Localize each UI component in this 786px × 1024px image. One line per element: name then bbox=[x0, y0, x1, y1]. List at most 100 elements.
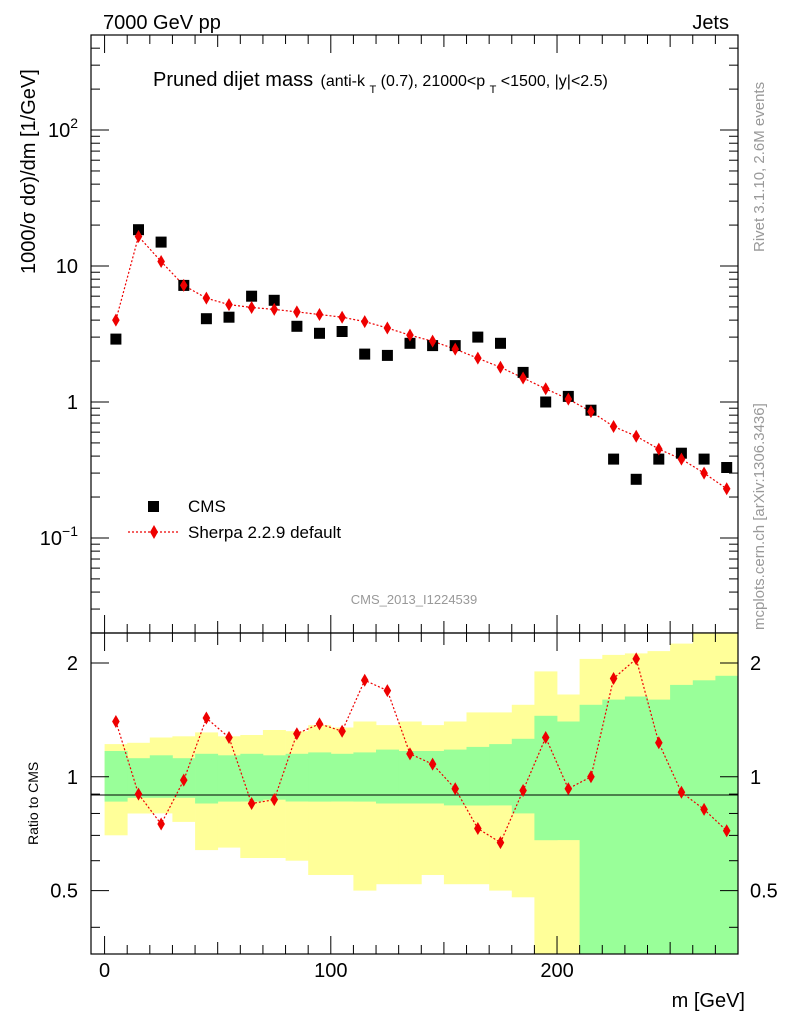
ratio-band-inner bbox=[330, 753, 354, 802]
main-y-tick-label: 10−1 bbox=[40, 523, 78, 550]
sherpa-point bbox=[496, 360, 505, 374]
source-label: mcplots.cern.ch [arXiv:1306.3436] bbox=[751, 403, 768, 630]
ratio-sherpa-point bbox=[519, 783, 527, 797]
sherpa-point bbox=[134, 229, 143, 243]
cms-point bbox=[133, 224, 144, 236]
ratio-sherpa-point bbox=[587, 770, 595, 784]
ratio-sherpa-point bbox=[134, 787, 143, 801]
sherpa-point bbox=[157, 254, 165, 268]
main-y-tick-exp: 2 bbox=[70, 115, 78, 131]
ratio-band-inner bbox=[421, 751, 445, 804]
ratio-sherpa-point bbox=[293, 727, 301, 741]
cms-point bbox=[608, 453, 620, 465]
ratio-sherpa-point bbox=[225, 731, 233, 745]
title-sub-2: (0.7), 21000<p bbox=[381, 73, 486, 90]
sherpa-point bbox=[338, 310, 346, 324]
ratio-band-inner bbox=[534, 715, 558, 841]
ratio-band-inner bbox=[376, 749, 399, 804]
sherpa-point bbox=[202, 291, 211, 305]
main-y-tick-label: 10 bbox=[56, 256, 78, 278]
cms-point bbox=[268, 294, 280, 306]
ratio-band-inner bbox=[262, 755, 286, 800]
cms-point bbox=[630, 473, 642, 485]
sherpa-point bbox=[519, 371, 527, 385]
ratio-band-inner bbox=[692, 680, 716, 954]
ratio-sherpa-point bbox=[474, 821, 482, 835]
cms-point bbox=[336, 326, 348, 337]
title-sub-3: <1500, |y|<2.5) bbox=[501, 73, 608, 90]
ratio-y-tick-label-left: 2 bbox=[67, 653, 78, 675]
ratio-sherpa-point bbox=[270, 793, 279, 807]
main-y-axis-label: 1000/σ dσ)/dm [1/GeV] bbox=[18, 69, 40, 274]
sherpa-point bbox=[293, 305, 301, 319]
ratio-sherpa-point bbox=[112, 715, 120, 729]
cms-point bbox=[314, 327, 325, 339]
ratio-frame bbox=[90, 632, 739, 955]
sherpa-point bbox=[247, 301, 256, 315]
ratio-sherpa-point bbox=[179, 773, 188, 787]
cms-point bbox=[155, 236, 167, 248]
legend-sherpa-label: Sherpa 2.2.9 default bbox=[188, 523, 341, 542]
main-y-tick-base: 10 bbox=[48, 120, 70, 142]
cms-point bbox=[381, 349, 393, 361]
cms-point bbox=[698, 453, 710, 465]
sherpa-point bbox=[609, 420, 618, 434]
header-energy: 7000 GeV pp bbox=[103, 12, 221, 34]
title-sub-1: (anti-k bbox=[321, 73, 366, 90]
ratio-y-tick-label-right: 1 bbox=[750, 767, 761, 789]
ratio-sherpa-point bbox=[406, 747, 414, 761]
cms-point bbox=[359, 348, 371, 360]
ratio-sherpa-point bbox=[428, 757, 437, 771]
sherpa-point bbox=[722, 482, 731, 496]
sherpa-point bbox=[315, 307, 324, 321]
cms-point bbox=[246, 290, 258, 302]
title-sub-t1: T bbox=[369, 84, 376, 96]
ratio-band-inner bbox=[127, 758, 151, 798]
ratio-band-inner bbox=[104, 751, 128, 802]
ratio-sherpa-point bbox=[157, 817, 165, 831]
sherpa-point bbox=[541, 382, 550, 396]
ratio-y-tick-label-right: 2 bbox=[750, 653, 761, 675]
main-y-tick-label: 1 bbox=[67, 392, 78, 414]
sherpa-line bbox=[115, 235, 728, 490]
legend-cms-marker bbox=[148, 501, 159, 512]
x-tick-label: 200 bbox=[540, 960, 573, 982]
ratio-band-inner bbox=[511, 738, 535, 814]
ratio-band-inner bbox=[240, 753, 264, 802]
sherpa-point bbox=[677, 452, 686, 466]
plot-title: Pruned dijet mass (anti-k T (0.7), 21000… bbox=[153, 69, 608, 97]
ratio-y-tick-label-left: 1 bbox=[67, 767, 78, 789]
sherpa-point bbox=[451, 342, 460, 356]
ratio-sherpa-point bbox=[564, 782, 573, 796]
ratio-band-outer bbox=[376, 725, 399, 885]
ratio-band-inner bbox=[285, 753, 309, 802]
ratio-sherpa-point bbox=[655, 736, 663, 750]
sherpa-point bbox=[655, 442, 663, 456]
legend-cms-label: CMS bbox=[188, 497, 226, 516]
x-tick-label: 0 bbox=[99, 960, 110, 982]
ratio-y-axis-label: Ratio to CMS bbox=[25, 762, 41, 845]
ratio-y-tick-label-left: 0.5 bbox=[50, 881, 78, 903]
ratio-sherpa-point bbox=[202, 711, 211, 725]
sherpa-point bbox=[632, 429, 640, 443]
sherpa-point bbox=[383, 321, 392, 335]
ratio-sherpa-point bbox=[677, 785, 686, 799]
ratio-band-inner bbox=[715, 675, 739, 954]
ratio-sherpa-point bbox=[451, 782, 460, 796]
ratio-sherpa-point bbox=[247, 796, 256, 810]
ratio-sherpa-point bbox=[722, 824, 731, 838]
sherpa-point bbox=[406, 328, 414, 342]
ratio-sherpa-point bbox=[383, 684, 392, 698]
sherpa-point bbox=[474, 351, 482, 365]
sherpa-point bbox=[428, 334, 437, 348]
ratio-sherpa-point bbox=[609, 671, 618, 685]
sherpa-point bbox=[360, 315, 369, 329]
cms-point bbox=[223, 311, 235, 323]
ratio-band-inner bbox=[579, 704, 603, 954]
ratio-band-inner bbox=[670, 684, 694, 954]
sherpa-point bbox=[225, 298, 233, 312]
ratio-sherpa-point bbox=[632, 652, 640, 666]
ratio-band-inner bbox=[308, 752, 332, 802]
